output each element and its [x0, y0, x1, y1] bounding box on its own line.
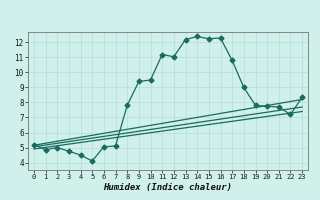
X-axis label: Humidex (Indice chaleur): Humidex (Indice chaleur): [103, 183, 233, 192]
